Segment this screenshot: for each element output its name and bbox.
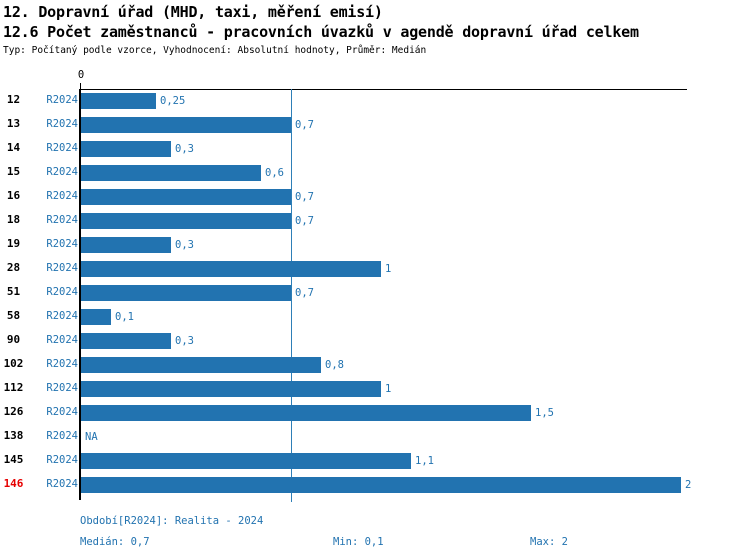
row-category-label: 90: [6, 333, 21, 346]
bar-value-label: 1,1: [415, 455, 434, 467]
bar: [81, 357, 321, 373]
row-period-label: R2024: [46, 262, 78, 274]
row-period-label: R2024: [46, 214, 78, 226]
row-category-label: 112: [3, 381, 24, 394]
bar: [81, 141, 171, 157]
bar: [81, 93, 156, 109]
row-category-label: 14: [6, 141, 21, 154]
row-category-label: 146: [3, 477, 24, 490]
bar-value-label: 1,5: [535, 407, 554, 419]
row-category-label: 16: [6, 189, 21, 202]
bar: [81, 381, 381, 397]
bar: [81, 165, 261, 181]
bar-value-label: 0,3: [175, 335, 194, 347]
row-period-label: R2024: [46, 430, 78, 442]
row-category-label: 102: [3, 357, 24, 370]
row-category-label: 13: [6, 117, 21, 130]
row-category-label: 19: [6, 237, 21, 250]
row-category-label: 51: [6, 285, 21, 298]
row-category-label: 28: [6, 261, 21, 274]
bar: [81, 477, 681, 493]
footer-median-text: Medián: 0,7: [80, 536, 150, 548]
bar-value-label: 0,7: [295, 215, 314, 227]
row-category-label: 138: [3, 429, 24, 442]
footer-period-text: Období[R2024]: Realita - 2024: [80, 515, 264, 527]
row-period-label: R2024: [46, 142, 78, 154]
bar-value-label: 0,7: [295, 287, 314, 299]
row-period-label: R2024: [46, 382, 78, 394]
row-period-label: R2024: [46, 478, 78, 490]
bar: [81, 189, 291, 205]
bar-value-label: 0,8: [325, 359, 344, 371]
row-category-label: 15: [6, 165, 21, 178]
row-category-label: 18: [6, 213, 21, 226]
bar-value-label: 0,25: [160, 95, 186, 107]
bar: [81, 453, 411, 469]
row-period-label: R2024: [46, 94, 78, 106]
row-period-label: R2024: [46, 166, 78, 178]
bar: [81, 333, 171, 349]
bar-value-label: 0,6: [265, 167, 284, 179]
row-period-label: R2024: [46, 310, 78, 322]
row-category-label: 145: [3, 453, 24, 466]
bar: [81, 237, 171, 253]
footer-max-text: Max: 2: [530, 536, 568, 548]
row-period-label: R2024: [46, 190, 78, 202]
bar-value-label: 0,3: [175, 239, 194, 251]
row-period-label: R2024: [46, 406, 78, 418]
bar-value-label: 0,7: [295, 119, 314, 131]
row-period-label: R2024: [46, 286, 78, 298]
x-axis-zero-tick-label: 0: [77, 69, 85, 81]
bar-value-label: 0,7: [295, 191, 314, 203]
row-period-label: R2024: [46, 358, 78, 370]
chart-subtitle: Typ: Počítaný podle vzorce, Vyhodnocení:…: [3, 45, 427, 56]
row-period-label: R2024: [46, 454, 78, 466]
row-category-label: 12: [6, 93, 21, 106]
bar-value-label: 0,1: [115, 311, 134, 323]
chart-title-line1: 12. Dopravní úřad (MHD, taxi, měření emi…: [3, 3, 383, 21]
bar-value-label: 2: [685, 479, 692, 491]
bar: [81, 261, 381, 277]
bar-value-label: 1: [385, 383, 392, 395]
row-period-label: R2024: [46, 118, 78, 130]
bar-value-label: 0,3: [175, 143, 194, 155]
row-period-label: R2024: [46, 334, 78, 346]
row-category-label: 58: [6, 309, 21, 322]
bar-value-label: NA: [85, 431, 98, 443]
bar: [81, 405, 531, 421]
bar: [81, 213, 291, 229]
chart-title-line2: 12.6 Počet zaměstnanců - pracovních úvaz…: [3, 23, 639, 41]
bar-value-label: 1: [385, 263, 392, 275]
bar: [81, 285, 291, 301]
median-reference-line: [291, 89, 292, 502]
row-category-label: 126: [3, 405, 24, 418]
bar: [81, 309, 111, 325]
footer-min-text: Min: 0,1: [333, 536, 384, 548]
row-period-label: R2024: [46, 238, 78, 250]
bar: [81, 117, 291, 133]
x-axis-zero-tick-mark: [80, 83, 81, 89]
plot-area: 0,25 0,7 0,3 0,6 0,7 0,7 0,3 1 0,7 0,1 0,3 0,8 1 1,5 N…: [79, 89, 691, 502]
